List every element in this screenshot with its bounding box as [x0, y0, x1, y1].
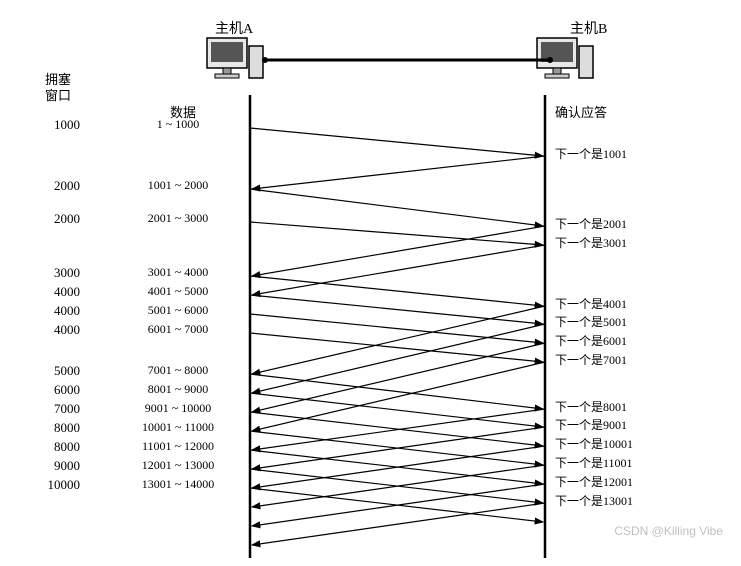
cwnd-value: 4000 [40, 284, 80, 300]
ack-text: 下一个是4001 [555, 295, 627, 312]
cwnd-value: 4000 [40, 322, 80, 338]
ack-text: 下一个是1001 [555, 145, 627, 162]
ack-text: 下一个是9001 [555, 416, 627, 433]
data-range: 8001 ~ 9000 [128, 382, 228, 397]
data-range: 4001 ~ 5000 [128, 284, 228, 299]
cwnd-value: 8000 [40, 439, 80, 455]
data-range: 7001 ~ 8000 [128, 363, 228, 378]
cwnd-value: 7000 [40, 401, 80, 417]
ack-text: 下一个是5001 [555, 313, 627, 330]
cwnd-value: 2000 [40, 178, 80, 194]
cwnd-header: 拥塞窗口 [45, 72, 71, 103]
cwnd-value: 2000 [40, 211, 80, 227]
cwnd-value: 6000 [40, 382, 80, 398]
data-range: 12001 ~ 13000 [128, 458, 228, 473]
cwnd-value: 3000 [40, 265, 80, 281]
cwnd-value: 9000 [40, 458, 80, 474]
data-range: 9001 ~ 10000 [128, 401, 228, 416]
watermark: CSDN @Killing Vibe [614, 524, 723, 538]
data-range: 10001 ~ 11000 [128, 420, 228, 435]
ack-text: 下一个是3001 [555, 234, 627, 251]
cwnd-value: 8000 [40, 420, 80, 436]
cwnd-value: 10000 [40, 477, 80, 493]
ack-text: 下一个是2001 [555, 215, 627, 232]
data-range: 6001 ~ 7000 [128, 322, 228, 337]
host-a-label: 主机A [215, 18, 253, 38]
cwnd-value: 5000 [40, 363, 80, 379]
data-range: 1001 ~ 2000 [128, 178, 228, 193]
cwnd-value: 1000 [40, 117, 80, 133]
data-range: 3001 ~ 4000 [128, 265, 228, 280]
host-b-label: 主机B [570, 18, 607, 38]
data-range: 11001 ~ 12000 [128, 439, 228, 454]
ack-text: 下一个是13001 [555, 492, 633, 509]
data-range: 5001 ~ 6000 [128, 303, 228, 318]
ack-text: 下一个是11001 [555, 454, 633, 471]
data-range: 2001 ~ 3000 [128, 211, 228, 226]
ack-header: 确认应答 [555, 102, 607, 121]
ack-text: 下一个是6001 [555, 332, 627, 349]
ack-text: 下一个是10001 [555, 435, 633, 452]
ack-text: 下一个是12001 [555, 473, 633, 490]
ack-text: 下一个是7001 [555, 351, 627, 368]
cwnd-value: 4000 [40, 303, 80, 319]
data-range: 13001 ~ 14000 [128, 477, 228, 492]
ack-text: 下一个是8001 [555, 398, 627, 415]
data-range: 1 ~ 1000 [128, 117, 228, 132]
